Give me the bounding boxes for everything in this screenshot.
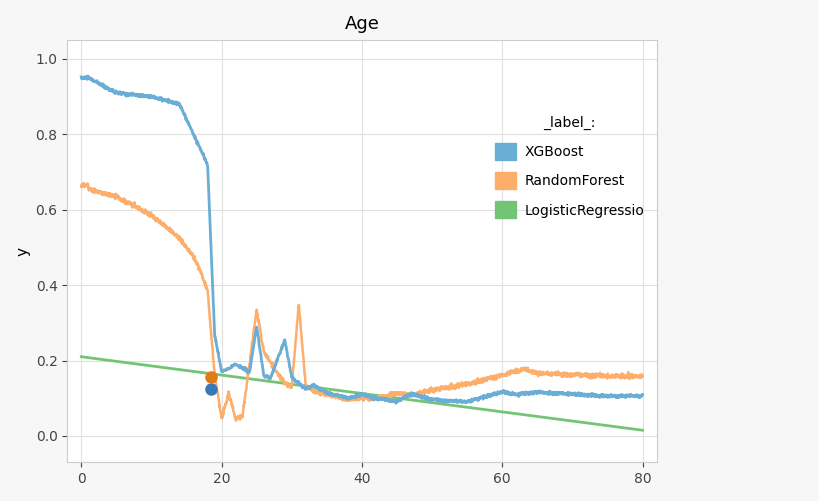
Title: Age: Age	[345, 15, 379, 33]
Legend: XGBoost, RandomForest, LogisticRegressio: XGBoost, RandomForest, LogisticRegressio	[490, 110, 649, 224]
Y-axis label: y: y	[15, 246, 30, 256]
